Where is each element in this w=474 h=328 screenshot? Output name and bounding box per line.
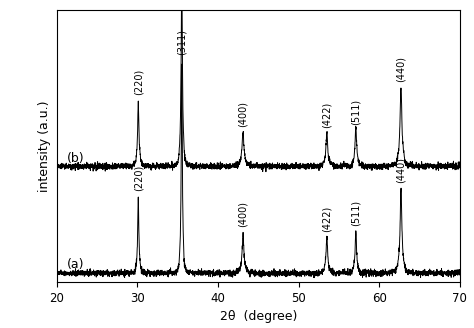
Text: (220): (220) (133, 69, 143, 95)
Text: (b): (b) (66, 152, 84, 165)
Text: (311): (311) (177, 29, 187, 55)
Text: (511): (511) (351, 99, 361, 125)
Text: (440): (440) (396, 56, 406, 82)
Text: (400): (400) (238, 101, 248, 127)
Text: (440): (440) (396, 157, 406, 183)
Text: (422): (422) (322, 102, 332, 128)
Text: (422): (422) (322, 205, 332, 232)
Text: (511): (511) (351, 200, 361, 226)
Text: (220): (220) (133, 165, 143, 192)
Text: (a): (a) (66, 258, 84, 271)
Y-axis label: intensity (a.u.): intensity (a.u.) (38, 100, 51, 192)
X-axis label: 2θ  (degree): 2θ (degree) (219, 310, 297, 323)
Text: (400): (400) (238, 201, 248, 227)
